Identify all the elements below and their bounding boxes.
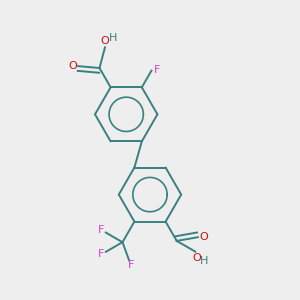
Text: F: F <box>98 249 104 259</box>
Text: O: O <box>200 232 208 242</box>
Text: O: O <box>192 253 201 262</box>
Text: O: O <box>100 36 109 46</box>
Text: O: O <box>68 61 77 71</box>
Text: F: F <box>154 65 161 75</box>
Text: F: F <box>98 225 104 235</box>
Text: H: H <box>109 33 118 43</box>
Text: H: H <box>200 256 208 266</box>
Text: F: F <box>128 260 134 269</box>
